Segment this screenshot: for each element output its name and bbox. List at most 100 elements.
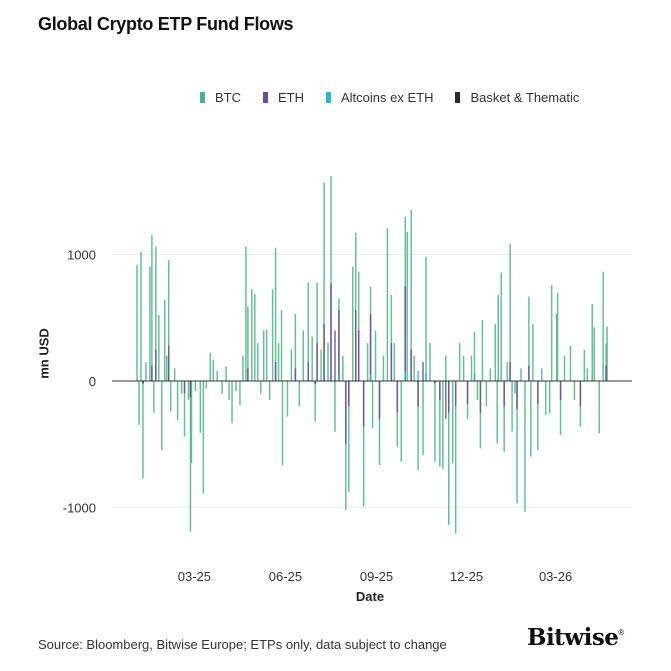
bar-altcoins-ex-eth [417, 370, 419, 381]
bar-btc [161, 381, 163, 450]
bar-btc [559, 381, 562, 436]
bar-btc [532, 324, 534, 381]
bar-btc [520, 368, 522, 381]
bar-btc [390, 294, 393, 381]
bar-btc [149, 266, 151, 381]
bar-btc [544, 381, 547, 416]
bar-btc [277, 343, 280, 381]
bar-btc [362, 381, 365, 507]
bar-btc [140, 251, 142, 381]
bar-btc [506, 362, 508, 381]
bar-btc [563, 355, 566, 381]
bar-eth [274, 362, 277, 381]
bar-btc [497, 294, 499, 381]
bar-btc [190, 381, 193, 464]
bar-btc [323, 182, 325, 381]
bar-btc [194, 381, 197, 392]
bar-eth [334, 330, 336, 381]
bar-btc [228, 381, 230, 400]
bar-btc [235, 381, 237, 392]
bar-btc [345, 381, 347, 511]
bar-btc [354, 232, 357, 381]
bar-btc [393, 343, 396, 381]
bar-btc [524, 381, 526, 512]
bar-btc [327, 343, 329, 381]
bar-btc [509, 244, 511, 381]
bar-eth [503, 381, 505, 407]
bar-eth [323, 324, 325, 381]
legend-item-btc: BTC [200, 90, 241, 105]
bar-btc [180, 381, 183, 394]
bar-btc [268, 381, 271, 400]
legend-swatch-eth [263, 92, 268, 103]
bar-btc [163, 300, 166, 381]
bar-btc [537, 381, 539, 450]
bar-btc [239, 381, 241, 406]
bar-eth [183, 381, 186, 394]
bar-btc [259, 381, 262, 394]
bar-eth [338, 310, 340, 381]
bar-btc [262, 330, 265, 381]
bar-btc [173, 368, 176, 381]
bar-btc [165, 355, 168, 381]
bar-btc [417, 381, 419, 471]
bar-btc [439, 381, 441, 467]
bar-btc [265, 329, 268, 381]
legend-swatch-altcoins [326, 92, 331, 103]
bar-btc [209, 352, 212, 381]
bar-btc [598, 381, 600, 434]
bar-btc [511, 381, 513, 432]
registered-mark: ® [618, 628, 624, 637]
bar-btc [298, 381, 301, 407]
legend-swatch-btc [200, 92, 205, 103]
bar-btc [410, 209, 412, 381]
bar-eth [357, 330, 360, 381]
bar-eth [189, 381, 192, 398]
bar-btc [481, 320, 484, 381]
bar-altcoins-ex-eth [404, 370, 406, 381]
bar-btc [476, 381, 479, 400]
bar-eth [378, 381, 381, 419]
bar-btc [167, 259, 170, 381]
bar-eth [404, 286, 406, 381]
bar-eth [155, 349, 157, 381]
bar-eth [345, 381, 347, 445]
bar-btc [429, 343, 431, 381]
bar-btc [425, 256, 427, 381]
bar-btc [274, 247, 277, 381]
bar-btc [500, 272, 502, 381]
bar-btc [541, 368, 543, 381]
bar-btc [199, 381, 202, 433]
y-tick-label: -1000 [63, 501, 96, 516]
bar-btc [189, 381, 192, 532]
bar-btc [216, 370, 218, 381]
bar-btc [352, 266, 354, 381]
bar-btc [342, 355, 344, 381]
bar-eth [445, 381, 447, 419]
bar-btc [374, 330, 377, 381]
bar-eth [307, 362, 309, 381]
bar-btc [183, 381, 186, 437]
bar-btc [138, 381, 140, 426]
bar-btc [496, 381, 498, 444]
bar-btc [489, 368, 492, 381]
y-tick-label: 0 [89, 374, 96, 389]
chart-title: Global Crypto ETP Fund Flows [38, 14, 294, 34]
bar-btc [605, 343, 607, 381]
bar-btc [294, 313, 297, 381]
bar-eth [454, 381, 457, 407]
bar-eth [528, 365, 530, 381]
bar-btc [307, 282, 309, 381]
legend-label-altcoins: Altcoins ex ETH [341, 90, 434, 105]
bar-eth [466, 381, 469, 404]
bar-btc [448, 381, 450, 525]
bar-btc [357, 271, 360, 381]
bar-eth [422, 362, 424, 381]
bar-btc [366, 343, 369, 381]
legend-item-basket: Basket & Thematic [455, 90, 579, 105]
x-tick-label: 09-25 [360, 569, 393, 584]
bar-basket-thematic [142, 381, 144, 384]
x-tick-label: 03-25 [178, 569, 211, 584]
bar-btc [442, 381, 444, 470]
